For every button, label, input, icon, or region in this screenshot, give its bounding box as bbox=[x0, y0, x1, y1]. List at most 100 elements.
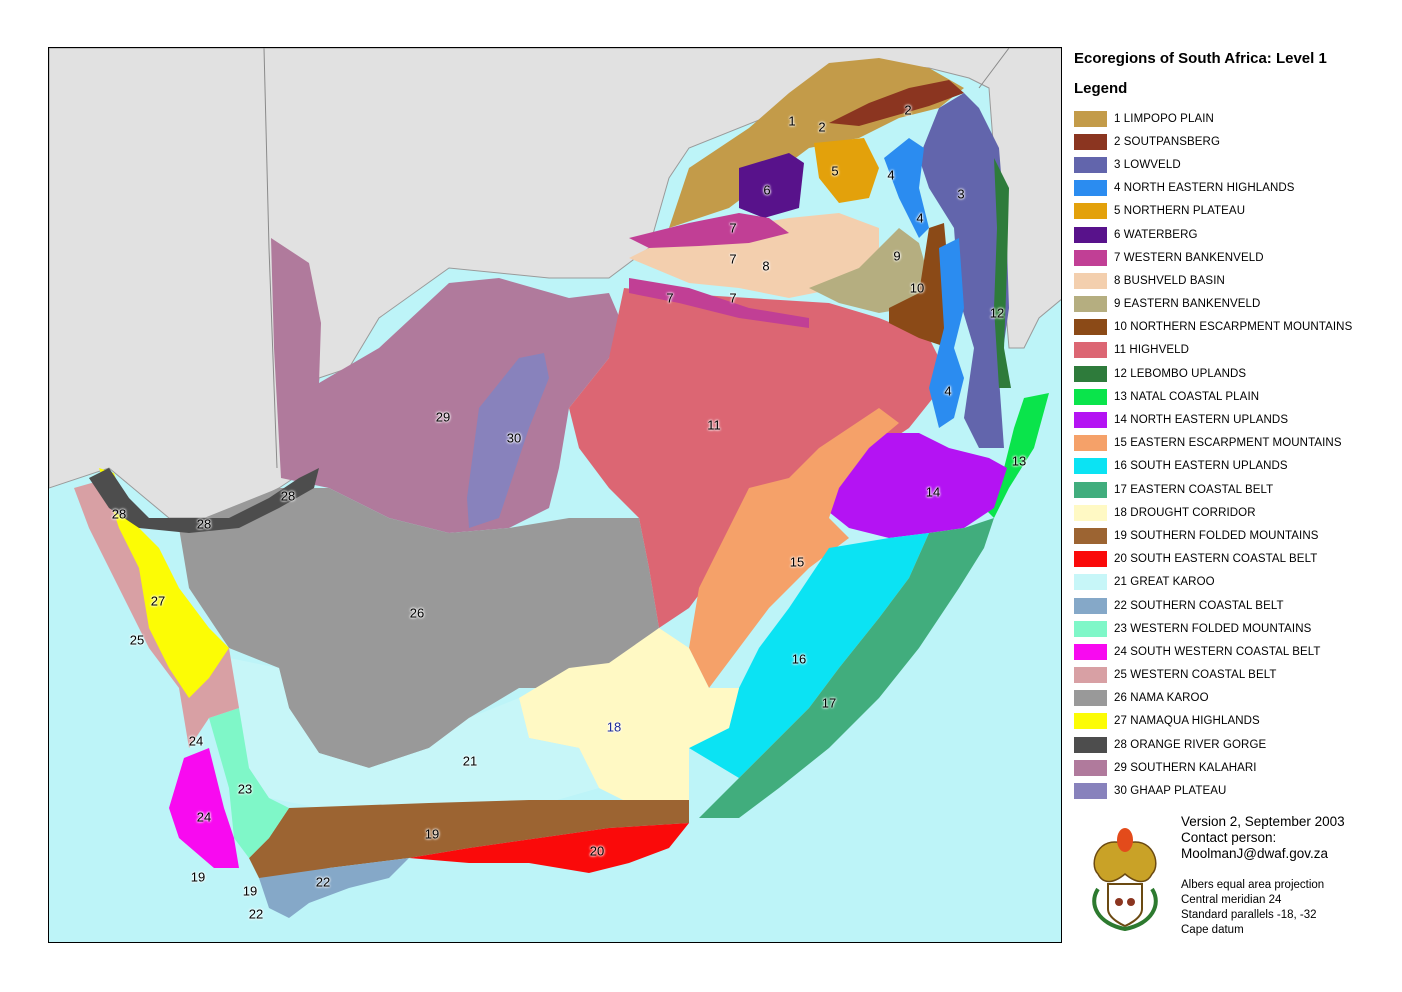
legend-item-3: 3 LOWVELD bbox=[1074, 153, 1352, 176]
region-3 bbox=[919, 93, 1009, 448]
legend-swatch bbox=[1074, 412, 1107, 429]
legend-item-17: 17 EASTERN COASTAL BELT bbox=[1074, 478, 1352, 501]
legend-label: 17 EASTERN COASTAL BELT bbox=[1114, 483, 1274, 496]
legend-item-12: 12 LEBOMBO UPLANDS bbox=[1074, 362, 1352, 385]
region-27 bbox=[99, 468, 229, 698]
legend-swatch bbox=[1074, 180, 1107, 197]
version-text: Version 2, September 2003 bbox=[1181, 814, 1345, 829]
region-5 bbox=[814, 138, 879, 203]
legend-label: 5 NORTHERN PLATEAU bbox=[1114, 205, 1246, 218]
region-6 bbox=[739, 153, 804, 218]
legend-label: 3 LOWVELD bbox=[1114, 158, 1181, 171]
region-label-24: 24 bbox=[196, 809, 212, 825]
legend-item-5: 5 NORTHERN PLATEAU bbox=[1074, 200, 1352, 223]
legend-item-18: 18 DROUGHT CORRIDOR bbox=[1074, 501, 1352, 524]
legend-item-9: 9 EASTERN BANKENVELD bbox=[1074, 293, 1352, 316]
legend-swatch bbox=[1074, 272, 1107, 289]
region-label-5: 5 bbox=[831, 163, 839, 179]
region-label-2: 2 bbox=[904, 102, 912, 118]
region-20 bbox=[409, 823, 689, 873]
region-label-21: 21 bbox=[462, 753, 478, 769]
legend-label: 14 NORTH EASTERN UPLANDS bbox=[1114, 414, 1289, 427]
region-22 bbox=[259, 858, 409, 918]
legend-swatch bbox=[1074, 249, 1107, 266]
region-21 bbox=[229, 658, 599, 808]
legend-label: 7 WESTERN BANKENVELD bbox=[1114, 251, 1264, 264]
legend-label: 9 EASTERN BANKENVELD bbox=[1114, 298, 1261, 311]
legend-item-29: 29 SOUTHERN KALAHARI bbox=[1074, 756, 1352, 779]
legend-item-30: 30 GHAAP PLATEAU bbox=[1074, 779, 1352, 802]
legend-item-16: 16 SOUTH EASTERN UPLANDS bbox=[1074, 455, 1352, 478]
region-label-17: 17 bbox=[821, 695, 837, 711]
map-title: Ecoregions of South Africa: Level 1 bbox=[1074, 50, 1327, 67]
region-15 bbox=[689, 408, 899, 688]
legend-swatch bbox=[1074, 226, 1107, 243]
legend-item-11: 11 HIGHVELD bbox=[1074, 339, 1352, 362]
legend-swatch bbox=[1074, 574, 1107, 591]
region-label-22: 22 bbox=[315, 874, 331, 890]
legend-item-7: 7 WESTERN BANKENVELD bbox=[1074, 246, 1352, 269]
legend-swatch bbox=[1074, 667, 1107, 684]
region-14 bbox=[824, 433, 1007, 538]
legend-item-27: 27 NAMAQUA HIGHLANDS bbox=[1074, 710, 1352, 733]
contact-email[interactable]: MoolmanJ@dwaf.gov.za bbox=[1181, 846, 1329, 861]
region-label-1: 1 bbox=[788, 113, 796, 129]
legend-item-13: 13 NATAL COASTAL PLAIN bbox=[1074, 385, 1352, 408]
legend-label: 19 SOUTHERN FOLDED MOUNTAINS bbox=[1114, 529, 1319, 542]
projection-line-2: Central meridian 24 bbox=[1181, 894, 1282, 906]
region-16 bbox=[689, 533, 929, 778]
region-label-7: 7 bbox=[729, 290, 737, 306]
legend-swatch bbox=[1074, 527, 1107, 544]
region-label-4: 4 bbox=[944, 383, 952, 399]
region-label-28: 28 bbox=[280, 488, 296, 504]
legend-label: 23 WESTERN FOLDED MOUNTAINS bbox=[1114, 622, 1312, 635]
legend-item-4: 4 NORTH EASTERN HIGHLANDS bbox=[1074, 177, 1352, 200]
region-10 bbox=[889, 223, 949, 348]
region-label-2: 2 bbox=[818, 119, 826, 135]
region-label-30: 30 bbox=[506, 430, 522, 446]
projection-line-1: Albers equal area projection bbox=[1181, 879, 1325, 891]
legend-label: 26 NAMA KAROO bbox=[1114, 692, 1209, 705]
legend-label: 22 SOUTHERN COASTAL BELT bbox=[1114, 599, 1284, 612]
map-frame bbox=[48, 47, 1062, 943]
region-label-12: 12 bbox=[989, 305, 1005, 321]
contact-label: Contact person: bbox=[1181, 830, 1277, 845]
region-11 bbox=[569, 288, 949, 628]
region-label-28: 28 bbox=[196, 516, 212, 532]
legend-swatch bbox=[1074, 551, 1107, 568]
legend-item-21: 21 GREAT KAROO bbox=[1074, 571, 1352, 594]
region-12 bbox=[994, 158, 1011, 388]
legend-label: 12 LEBOMBO UPLANDS bbox=[1114, 367, 1247, 380]
region-label-27: 27 bbox=[150, 593, 166, 609]
projection-line-4: Cape datum bbox=[1181, 924, 1244, 936]
region-label-19: 19 bbox=[424, 826, 440, 842]
legend-label: 30 GHAAP PLATEAU bbox=[1114, 785, 1227, 798]
region-label-25: 25 bbox=[129, 632, 145, 648]
legend-label: 25 WESTERN COASTAL BELT bbox=[1114, 669, 1277, 682]
legend-item-28: 28 ORANGE RIVER GORGE bbox=[1074, 733, 1352, 756]
legend-swatch bbox=[1074, 690, 1107, 707]
legend-label: 11 HIGHVELD bbox=[1114, 344, 1190, 357]
region-4 bbox=[884, 138, 929, 238]
legend-swatch bbox=[1074, 713, 1107, 730]
legend-item-25: 25 WESTERN COASTAL BELT bbox=[1074, 664, 1352, 687]
legend-label: 27 NAMAQUA HIGHLANDS bbox=[1114, 715, 1260, 728]
legend-item-2: 2 SOUTPANSBERG bbox=[1074, 130, 1352, 153]
legend-label: 13 NATAL COASTAL PLAIN bbox=[1114, 390, 1260, 403]
region-7 bbox=[629, 213, 789, 248]
legend-swatch bbox=[1074, 435, 1107, 452]
legend-swatch bbox=[1074, 759, 1107, 776]
legend-swatch bbox=[1074, 156, 1107, 173]
legend-item-1: 1 LIMPOPO PLAIN bbox=[1074, 107, 1352, 130]
legend-swatch bbox=[1074, 736, 1107, 753]
region-label-4: 4 bbox=[887, 167, 895, 183]
region-label-19: 19 bbox=[190, 869, 206, 885]
legend-swatch bbox=[1074, 597, 1107, 614]
legend-item-22: 22 SOUTHERN COASTAL BELT bbox=[1074, 594, 1352, 617]
region-label-24: 24 bbox=[188, 733, 204, 749]
legend-label: 28 ORANGE RIVER GORGE bbox=[1114, 738, 1267, 751]
region-label-14: 14 bbox=[925, 484, 941, 500]
version-info: Version 2, September 2003 Contact person… bbox=[1181, 814, 1345, 862]
region-2 bbox=[829, 80, 964, 126]
region-label-20: 20 bbox=[589, 843, 605, 859]
